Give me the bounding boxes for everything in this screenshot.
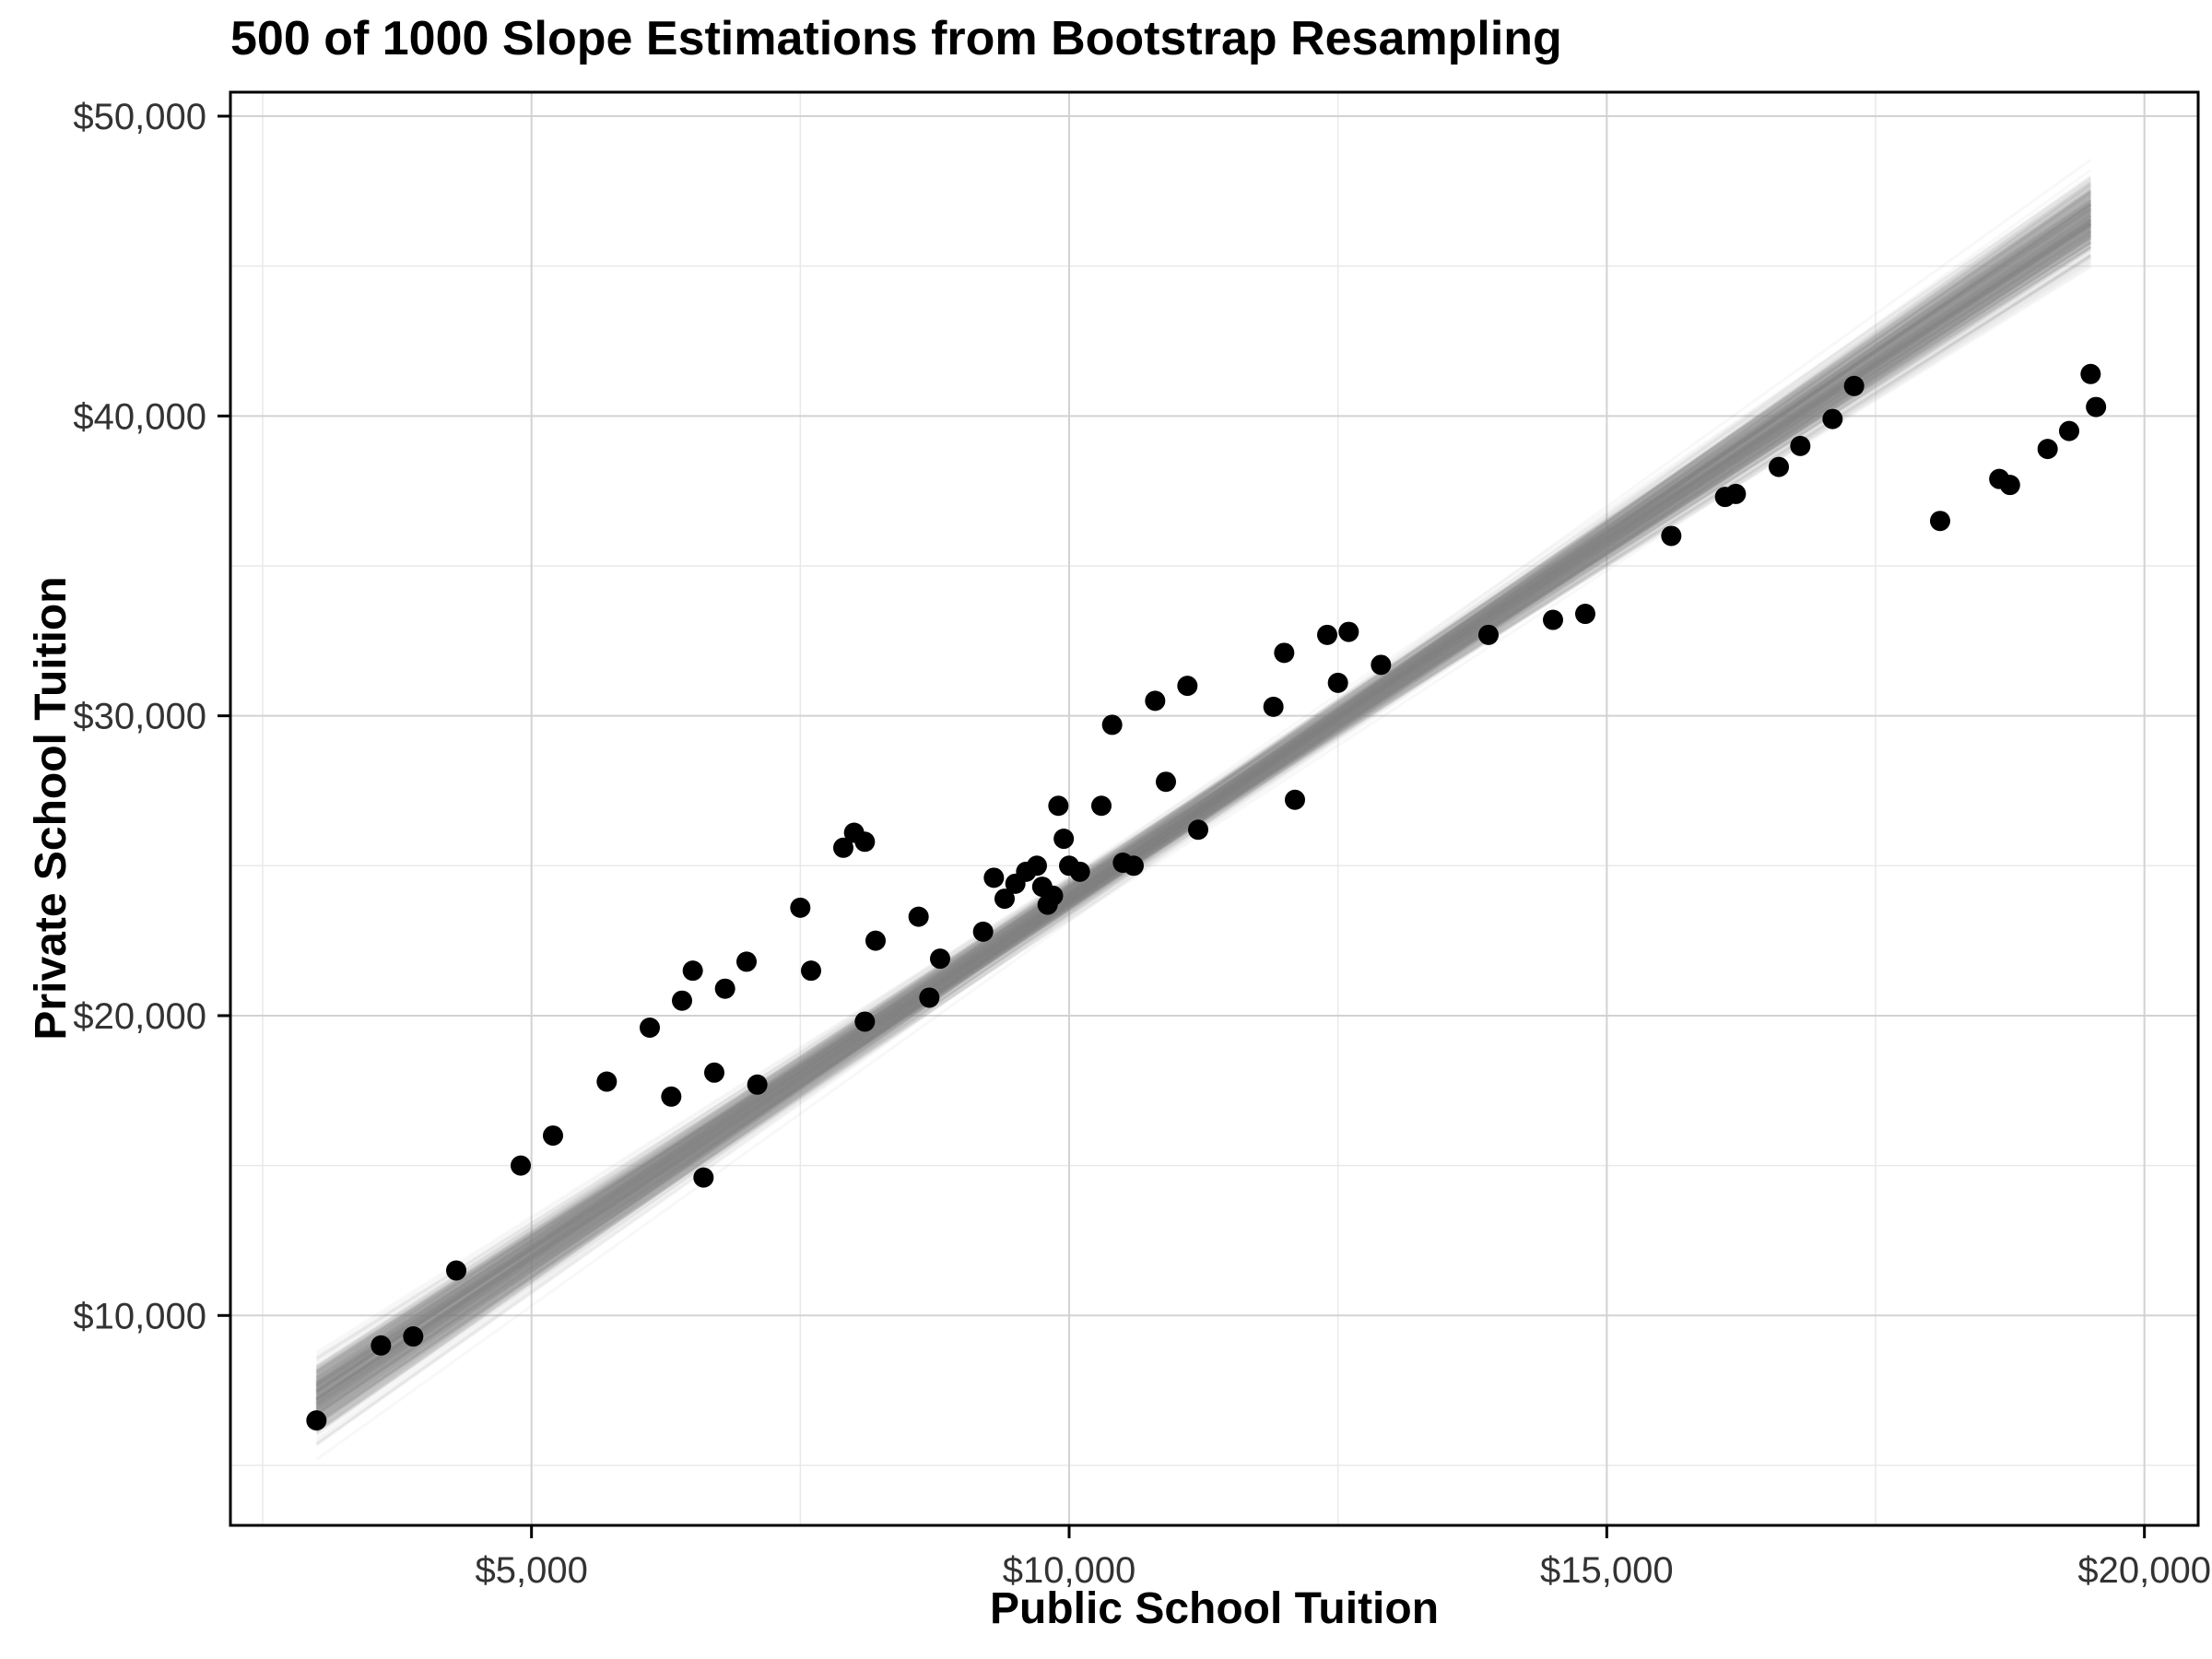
data-point — [1263, 696, 1284, 717]
major-gridlines — [230, 92, 2198, 1525]
data-point — [2037, 439, 2058, 460]
data-point — [1338, 621, 1359, 642]
y-tick-label: $10,000 — [73, 1296, 206, 1336]
data-point — [1575, 604, 1595, 625]
data-point — [1478, 624, 1499, 645]
data-point — [1769, 456, 1789, 477]
data-point — [1285, 789, 1305, 810]
data-point — [1027, 855, 1047, 877]
data-point — [1091, 795, 1112, 817]
data-point — [1156, 771, 1176, 793]
data-point — [1069, 861, 1090, 882]
data-point — [1048, 795, 1069, 817]
data-point — [1274, 642, 1295, 664]
data-point — [1327, 672, 1348, 693]
data-point — [1124, 855, 1144, 877]
x-tick-label: $10,000 — [1003, 1550, 1136, 1591]
data-point — [1371, 654, 1392, 676]
data-point — [1101, 714, 1123, 735]
data-point — [1042, 885, 1064, 906]
data-point — [801, 960, 821, 982]
data-point — [930, 948, 950, 970]
data-point — [747, 1074, 768, 1095]
data-point — [983, 867, 1005, 888]
data-point — [306, 1410, 327, 1431]
data-point — [1843, 375, 1865, 396]
data-point — [994, 888, 1015, 910]
data-point — [682, 960, 703, 982]
data-point — [865, 930, 886, 951]
data-point — [403, 1326, 424, 1347]
x-tick-label: $20,000 — [2077, 1550, 2211, 1591]
minor-gridlines — [230, 92, 2198, 1525]
data-point — [446, 1260, 466, 1281]
y-tick-labels: $10,000 $20,000 $30,000 $40,000 $50,000 — [73, 97, 206, 1336]
y-tick-label: $20,000 — [73, 996, 206, 1037]
data-point — [790, 897, 811, 918]
panel-background — [230, 92, 2198, 1525]
data-point — [1930, 511, 1950, 532]
data-point — [371, 1335, 392, 1356]
y-tick-label: $30,000 — [73, 697, 206, 737]
data-point — [693, 1167, 714, 1188]
data-point — [972, 921, 994, 942]
x-tick-labels: $5,000 $10,000 $15,000 $20,000 — [475, 1550, 2210, 1591]
data-point — [1543, 609, 1563, 630]
data-point — [919, 987, 940, 1008]
data-point — [1188, 819, 1208, 841]
data-point — [1999, 475, 2020, 496]
data-point — [854, 831, 876, 853]
y-tick-label: $40,000 — [73, 396, 206, 437]
data-point — [854, 1011, 876, 1032]
panel-border — [229, 90, 2200, 1527]
data-point — [908, 906, 929, 927]
data-point — [1053, 829, 1075, 850]
data-point — [833, 837, 853, 858]
chart-title: 500 of 1000 Slope Estimations from Boots… — [230, 12, 1562, 65]
y-axis-title: Private School Tuition — [27, 576, 76, 1041]
data-point — [1822, 408, 1843, 429]
data-point — [596, 1071, 618, 1092]
data-point — [511, 1155, 531, 1176]
data-point — [1317, 624, 1337, 645]
data-point — [1661, 525, 1682, 547]
axis-ticks — [218, 114, 2147, 1538]
x-axis-title: Public School Tuition — [989, 1584, 1440, 1633]
data-point — [704, 1062, 724, 1083]
data-point — [1790, 435, 1811, 456]
bootstrap-slope-lines — [315, 159, 2092, 1461]
x-tick-label: $5,000 — [475, 1550, 587, 1591]
data-point — [543, 1125, 563, 1147]
data-point — [2059, 420, 2079, 441]
y-tick-label: $50,000 — [73, 97, 206, 137]
data-point — [714, 978, 735, 999]
data-point — [736, 951, 757, 972]
data-point — [2086, 396, 2107, 418]
data-point — [1145, 690, 1166, 712]
data-point — [1725, 483, 1747, 504]
data-point — [672, 990, 692, 1011]
data-point — [661, 1086, 682, 1107]
scatter-points — [306, 363, 2107, 1431]
data-point — [1177, 676, 1198, 697]
x-tick-label: $15,000 — [1540, 1550, 1674, 1591]
data-point — [2080, 363, 2101, 384]
data-point — [640, 1017, 660, 1038]
